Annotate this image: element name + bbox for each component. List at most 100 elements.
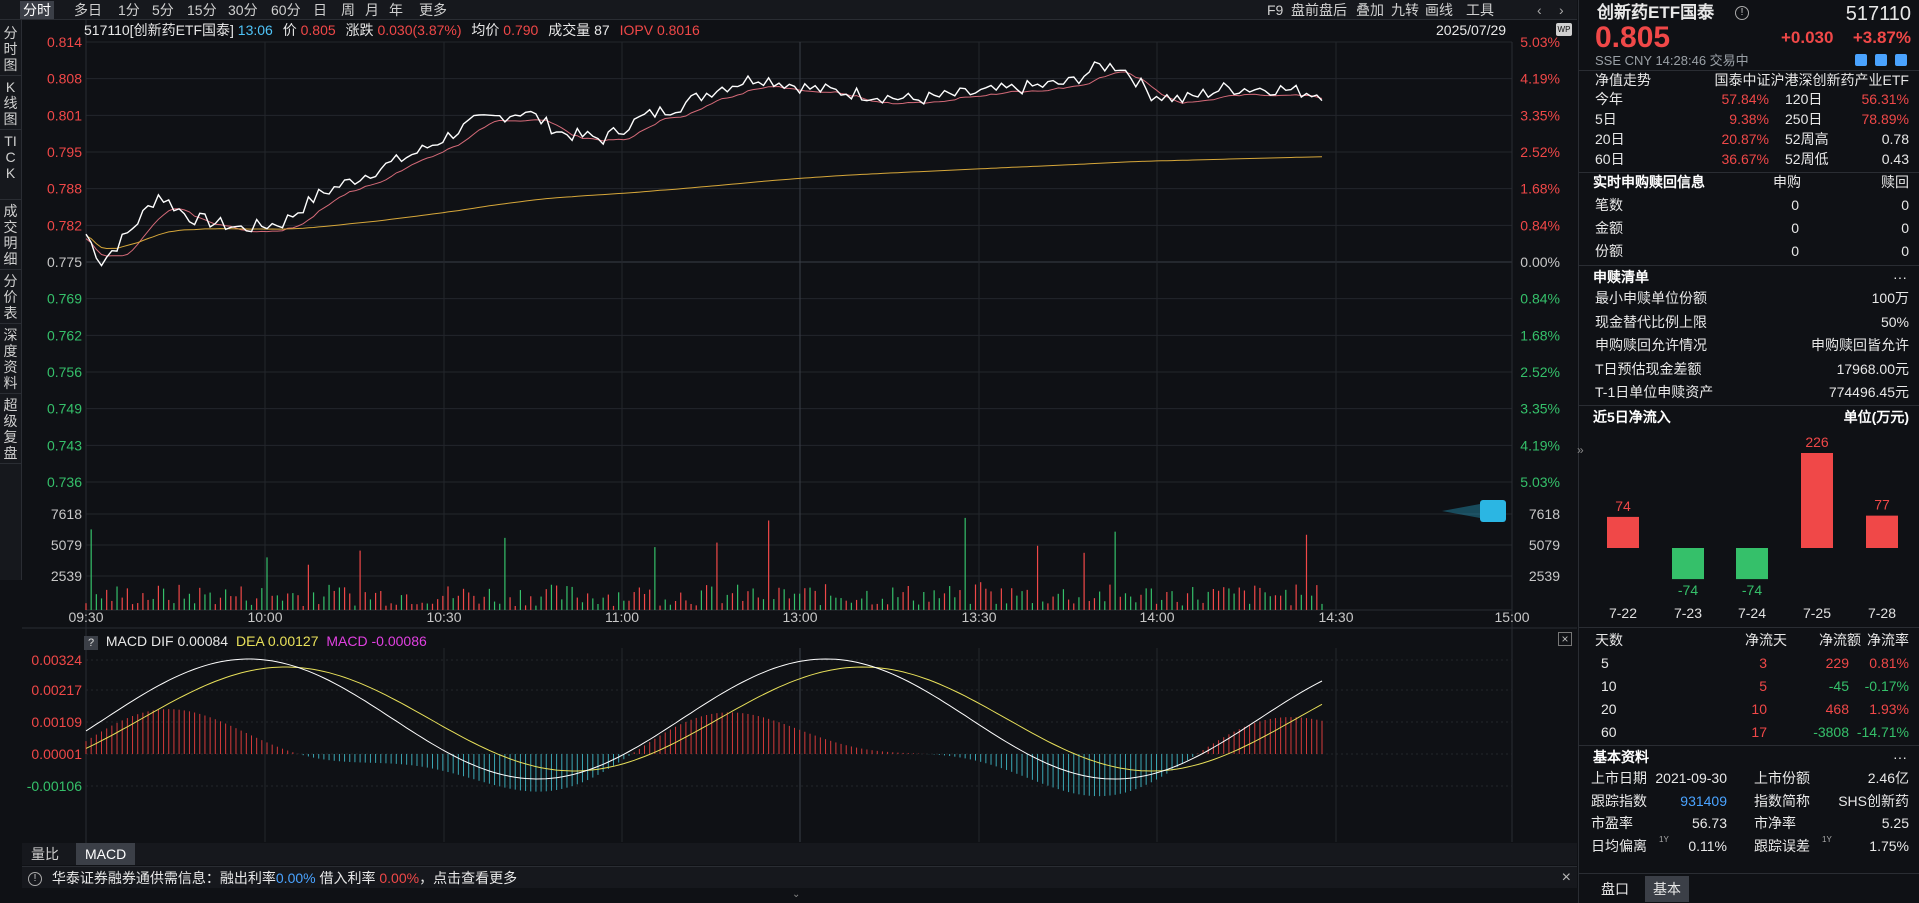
- timeframe-tab-5[interactable]: 30分: [228, 2, 258, 18]
- side-nav-item-3[interactable]: 成交明细: [0, 200, 21, 270]
- chevron-left-icon[interactable]: ‹: [1537, 2, 1542, 18]
- flow-bar-label: 226: [1805, 434, 1829, 450]
- iopv-value: 0.8016: [656, 22, 700, 38]
- flow-title: 近5日净流入: [1593, 409, 1671, 425]
- flow-date-label: 7-24: [1738, 605, 1766, 621]
- basic-more-icon[interactable]: ···: [1893, 749, 1907, 765]
- flow-up-days: 5: [1759, 678, 1767, 694]
- dea-value: 0.00127: [267, 633, 319, 649]
- pct-axis-label: 3.35%: [1520, 107, 1560, 123]
- perf-label: 5日: [1595, 111, 1617, 127]
- timeframe-tab-3[interactable]: 5分: [152, 2, 174, 18]
- tool-2[interactable]: 叠加: [1356, 2, 1384, 18]
- pct-axis-label: 1.68%: [1520, 181, 1560, 197]
- quote-info-bar: 517110[创新药ETF国泰] 13:06 价 0.805 涨跌 0.030(…: [84, 20, 700, 40]
- timeframe-tab-0[interactable]: 分时: [20, 1, 54, 19]
- basic-label: 指数简称: [1754, 792, 1810, 809]
- tool-1[interactable]: 盘前盘后: [1291, 2, 1347, 18]
- price-axis-label: 0.743: [47, 437, 82, 453]
- list-title: 申赎清单: [1593, 269, 1649, 285]
- side-nav-item-0[interactable]: 分时图: [0, 22, 21, 76]
- timeframe-tab-6[interactable]: 60分: [271, 2, 301, 18]
- timeframe-tab-4[interactable]: 15分: [187, 2, 217, 18]
- price-axis-label: 0.775: [47, 254, 82, 270]
- intraday-chart[interactable]: 0.814 0.808 0.801 0.795 0.788 0.782 0.775 0.769…: [22, 20, 1577, 865]
- flow-bar-label: -74: [1742, 582, 1762, 598]
- scroll-indicator-icon[interactable]: [1480, 500, 1506, 522]
- timeframe-tab-11[interactable]: 更多: [419, 2, 447, 18]
- flow-amount: -45: [1828, 678, 1849, 694]
- redeem-value: 0: [1901, 243, 1909, 259]
- panel-tab-0[interactable]: 盘口: [1601, 881, 1629, 897]
- price-axis-label: 0.762: [47, 327, 82, 343]
- pct-axis-label: 0.84%: [1520, 217, 1560, 233]
- timeframe-tab-10[interactable]: 年: [389, 2, 403, 18]
- chart-date: 2025/07/29: [1436, 22, 1507, 38]
- time-axis-label: 09:30: [68, 609, 103, 625]
- indicator-tab-0[interactable]: 量比: [31, 846, 59, 862]
- timeframe-tab-9[interactable]: 月: [365, 2, 379, 18]
- side-nav-item-2[interactable]: TICK: [0, 130, 21, 200]
- basic-value: 1.75%: [1869, 837, 1909, 854]
- chevron-right-icon[interactable]: ›: [1559, 2, 1564, 18]
- minus-icon[interactable]: [1875, 54, 1887, 66]
- flow-rate: -14.71%: [1856, 724, 1909, 740]
- list-more-icon[interactable]: ···: [1893, 269, 1907, 285]
- side-nav-item-4[interactable]: 分价表: [0, 270, 21, 324]
- side-nav-item-1[interactable]: K线图: [0, 76, 21, 130]
- tool-3[interactable]: 九转: [1391, 2, 1419, 18]
- tool-0[interactable]: F9: [1267, 2, 1284, 18]
- basic-value[interactable]: 931409: [1680, 792, 1727, 809]
- subscribe-value: 0: [1791, 243, 1799, 259]
- basic-label: 市净率: [1754, 815, 1796, 831]
- time-axis-label: 13:30: [961, 609, 996, 625]
- price-axis-label: 0.788: [47, 181, 82, 197]
- security-name: 创新药ETF国泰: [1597, 3, 1715, 22]
- timeframe-tab-1[interactable]: 多日: [74, 2, 102, 18]
- tool-5[interactable]: 工具: [1466, 2, 1494, 18]
- help-icon[interactable]: ?: [84, 636, 98, 650]
- market-meta: SSE CNY 14:28:46 交易中: [1595, 53, 1749, 68]
- add-icon[interactable]: [1895, 54, 1907, 66]
- indicator-tab-1[interactable]: MACD: [76, 843, 136, 865]
- perf-value: 20.87%: [1721, 131, 1769, 147]
- edit-icon[interactable]: [1855, 54, 1867, 66]
- timeframe-tab-2[interactable]: 1分: [118, 2, 140, 18]
- panel-tab-1[interactable]: 基本: [1645, 876, 1689, 902]
- perf-label: 250日: [1785, 111, 1823, 127]
- perf-value: 9.38%: [1729, 111, 1769, 127]
- pct-axis-label: 1.68%: [1520, 327, 1560, 343]
- info-icon[interactable]: !: [1735, 6, 1749, 20]
- volume-label: 成交量: [548, 22, 591, 38]
- wp-badge[interactable]: WP: [1556, 23, 1572, 36]
- close-notice-icon[interactable]: ×: [1561, 869, 1571, 886]
- time-axis-label: 10:00: [247, 609, 282, 625]
- timeframe-tab-7[interactable]: 日: [313, 2, 327, 18]
- pct-axis-label: 0.00%: [1520, 254, 1560, 270]
- flow-stats-header: 净流天: [1745, 632, 1787, 648]
- flow-days: 10: [1601, 678, 1617, 694]
- volume-value: 87: [594, 22, 610, 38]
- flow-date-label: 7-22: [1609, 605, 1637, 621]
- flow-rate: 0.81%: [1869, 655, 1909, 671]
- expand-down-icon[interactable]: ⌄: [792, 889, 801, 900]
- change-label: 涨跌: [345, 22, 374, 38]
- basic-label: 上市份额: [1754, 770, 1810, 786]
- flow-bar: [1672, 548, 1704, 580]
- macd-axis-label: -0.00106: [27, 778, 82, 794]
- macd-axis-label: 0.00324: [31, 652, 82, 668]
- basic-value: 2021-09-30: [1655, 770, 1727, 786]
- tool-4[interactable]: 画线: [1425, 2, 1453, 18]
- timeframe-tab-8[interactable]: 周: [341, 2, 355, 18]
- dif-value: 0.00084: [177, 633, 229, 649]
- notice-bar[interactable]: ! 华泰证券融券通供需信息：融出利率0.00% 借入利率 0.00%，点击查看更…: [22, 866, 1577, 888]
- collapse-panel-icon[interactable]: »: [1577, 443, 1584, 457]
- side-nav-item-5[interactable]: 深度资料: [0, 324, 21, 394]
- cursor-time: 13:06: [237, 22, 273, 38]
- nav-trend-label[interactable]: 净值走势: [1595, 72, 1651, 88]
- close-icon[interactable]: ×: [1558, 632, 1572, 646]
- side-nav-item-6[interactable]: 超级复盘: [0, 394, 21, 464]
- basic-value: 2.46亿: [1867, 770, 1909, 786]
- subscribe-label: 申购: [1773, 174, 1801, 190]
- flow-stats-header: 净流额: [1819, 632, 1861, 648]
